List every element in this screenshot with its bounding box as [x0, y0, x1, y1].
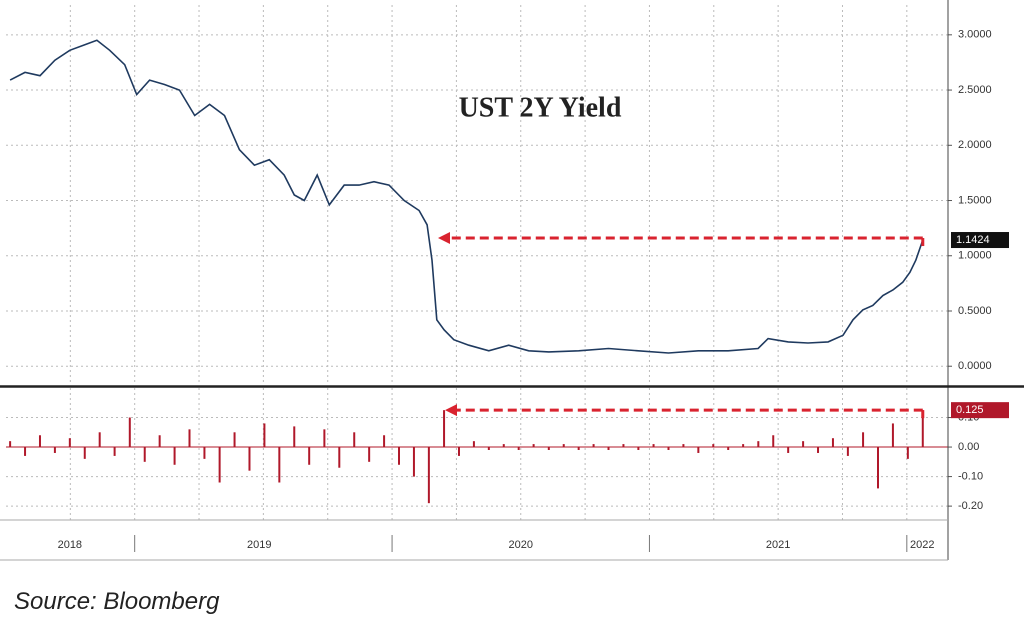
- y-tick-label: 3.0000: [958, 29, 992, 41]
- arrow-head: [438, 232, 450, 245]
- source-note: Source: Bloomberg: [14, 588, 220, 615]
- x-tick-label: 2020: [509, 539, 533, 551]
- y-tick-label: 0.5000: [958, 305, 992, 317]
- x-tick-label: 2018: [58, 539, 82, 551]
- y-tick-label: 0.0000: [958, 360, 992, 372]
- plot-background: [0, 0, 948, 520]
- y-tick-label: 2.5000: [958, 84, 992, 96]
- x-tick-label: 2021: [766, 539, 790, 551]
- chart-title: UST 2Y Yield: [459, 92, 622, 123]
- last-value-label: 1.1424: [956, 234, 990, 246]
- last-value-tag: [951, 402, 1009, 419]
- x-tick-label: 2019: [247, 539, 271, 551]
- y-tick-label: -0.20: [958, 500, 983, 512]
- yield-line: [9, 39, 924, 354]
- last-value-tag: [951, 232, 1009, 249]
- chart: 0.0000 0.5000 1.0000 1.5000 2.0000 2.5000 3.00…: [0, 0, 1024, 561]
- y-tick-label: 0.00: [958, 441, 979, 453]
- y-tick-label: -0.10: [958, 470, 983, 482]
- y-tick-label: 1.0000: [958, 250, 992, 262]
- x-tick-label: 2022: [910, 539, 934, 551]
- last-value-label: 0.125: [956, 404, 984, 416]
- arrow-head: [445, 404, 457, 417]
- y-tick-label: 1.5000: [958, 194, 992, 206]
- y-tick-label: 2.0000: [958, 139, 992, 151]
